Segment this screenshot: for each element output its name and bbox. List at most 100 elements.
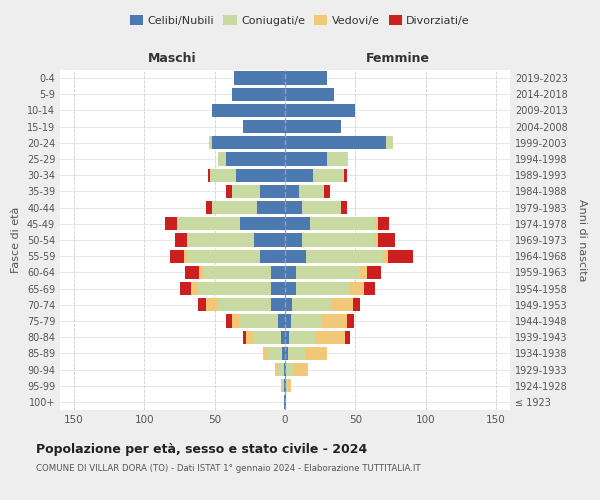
Bar [257,201,285,214]
Bar [293,363,308,376]
Bar [285,88,334,101]
Bar [285,217,310,230]
Bar [296,266,359,279]
Bar [375,217,378,230]
Bar [170,250,184,263]
Bar [187,234,188,246]
Text: Popolazione per età, sesso e stato civile - 2024: Popolazione per età, sesso e stato civil… [36,442,367,456]
Bar [353,298,359,312]
Bar [364,282,375,295]
Bar [218,298,271,312]
Bar [243,120,285,134]
Bar [327,152,348,166]
Bar [285,363,286,376]
Bar [211,168,236,182]
Bar [235,72,285,85]
Bar [271,298,285,312]
Bar [226,152,285,166]
Bar [275,363,278,376]
Bar [278,363,284,376]
Bar [325,185,330,198]
Bar [305,346,327,360]
Bar [344,168,347,182]
Bar [290,314,322,328]
Bar [285,152,327,166]
Bar [314,330,346,344]
Bar [198,282,271,295]
Bar [346,330,350,344]
Bar [341,201,347,214]
Bar [166,217,177,230]
Bar [236,168,285,182]
Bar [260,250,285,263]
Bar [350,282,364,295]
Bar [289,330,314,344]
Bar [285,330,289,344]
Bar [260,185,285,198]
Bar [388,250,413,263]
Bar [218,152,226,166]
Bar [281,379,282,392]
Bar [253,330,281,344]
Bar [203,266,271,279]
Bar [188,234,254,246]
Bar [271,282,285,295]
Bar [232,185,260,198]
Text: Femmine: Femmine [365,52,430,65]
Bar [285,250,306,263]
Bar [286,363,293,376]
Bar [378,217,389,230]
Text: Maschi: Maschi [148,52,197,65]
Bar [285,234,302,246]
Bar [282,379,284,392]
Bar [288,346,305,360]
Bar [191,282,198,295]
Bar [268,346,282,360]
Bar [232,88,285,101]
Bar [208,168,211,182]
Bar [285,266,296,279]
Bar [206,201,212,214]
Bar [187,250,260,263]
Bar [322,314,347,328]
Bar [179,282,191,295]
Bar [386,136,393,149]
Bar [271,266,285,279]
Text: COMUNE DI VILLAR DORA (TO) - Dati ISTAT 1° gennaio 2024 - Elaborazione TUTTITALI: COMUNE DI VILLAR DORA (TO) - Dati ISTAT … [36,464,421,473]
Bar [285,298,292,312]
Bar [288,379,290,392]
Bar [239,314,278,328]
Bar [212,104,285,117]
Bar [184,250,187,263]
Bar [285,185,299,198]
Bar [212,201,257,214]
Bar [383,250,388,263]
Bar [347,314,354,328]
Bar [285,396,286,408]
Bar [209,136,212,149]
Bar [331,298,353,312]
Bar [254,234,285,246]
Bar [284,379,285,392]
Bar [284,396,285,408]
Bar [285,201,302,214]
Y-axis label: Fasce di età: Fasce di età [11,207,21,273]
Bar [175,234,187,246]
Bar [299,185,325,198]
Bar [285,136,386,149]
Legend: Celibi/Nubili, Coniugati/e, Vedovi/e, Divorziati/e: Celibi/Nubili, Coniugati/e, Vedovi/e, Di… [125,10,475,30]
Bar [310,217,375,230]
Bar [292,298,331,312]
Bar [281,330,285,344]
Bar [282,346,285,360]
Bar [185,266,199,279]
Bar [226,314,232,328]
Bar [285,72,327,85]
Bar [285,282,296,295]
Bar [286,379,288,392]
Bar [313,168,344,182]
Bar [212,136,285,149]
Bar [359,266,367,279]
Bar [302,234,375,246]
Bar [177,217,240,230]
